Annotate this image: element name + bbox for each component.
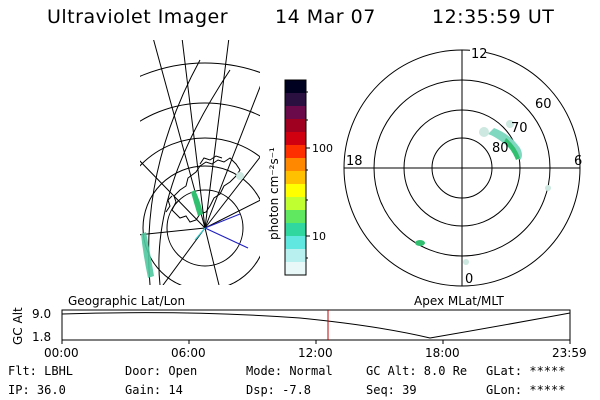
timeline-x-tick: 12:00: [298, 346, 333, 360]
timeline-y-tick: 1.8: [32, 330, 51, 344]
geo-track-line: [204, 213, 241, 229]
polar-label-dusk: 18: [346, 154, 363, 169]
colorbar-segment: [285, 145, 306, 159]
colorbar-segment: [285, 80, 306, 94]
status-gc-alt: GC Alt: 8.0 Re: [366, 364, 468, 378]
colorbar-segment: [285, 93, 306, 107]
colorbar-segment: [285, 262, 306, 276]
timeline-frame: [61, 309, 571, 341]
timeline-y-tick: 9.0: [32, 307, 51, 321]
status-seq: Seq: 39: [366, 383, 417, 397]
geo-lon-line: [140, 40, 206, 229]
polar-aurora-patch: [479, 127, 489, 137]
colorbar-segment: [285, 197, 306, 211]
colorbar-segment: [285, 106, 306, 120]
colorbar-frame: [284, 79, 307, 276]
polar-label-midnight: 0: [465, 272, 473, 287]
timeline-x-tick: 18:00: [425, 346, 460, 360]
polar-aurora-patch: [463, 259, 469, 265]
polar-label-lat-70: 70: [511, 121, 528, 136]
status-mode: Mode: Normal: [246, 364, 333, 378]
colorbar-gradient: [285, 80, 306, 276]
geo-aurora-patch: [236, 172, 244, 180]
status-gain: Gain: 14: [125, 383, 183, 397]
status-glon: GLon: *****: [486, 383, 566, 397]
time-label: 12:35:59 UT: [432, 6, 555, 28]
colorbar-tick-label: 10: [312, 230, 326, 243]
colorbar-segment: [285, 210, 306, 224]
status-door: Door: Open: [125, 364, 198, 378]
polar-aurora-patch: [545, 185, 551, 191]
geo-lat-circle: [140, 62, 260, 285]
colorbar-segment: [285, 119, 306, 133]
colorbar-segment: [285, 171, 306, 185]
colorbar-segment: [285, 236, 306, 250]
geo-lon-line: [204, 169, 260, 229]
colorbar-segment: [285, 158, 306, 172]
status-ip: IP: 36.0: [8, 383, 66, 397]
colorbar-segment: [285, 184, 306, 198]
colorbar-tick-label: 100: [312, 142, 333, 155]
polar-label-lat-80: 80: [492, 141, 509, 156]
status-dsp: Dsp: -7.8: [246, 383, 312, 397]
polar-label-lat-60: 60: [535, 97, 552, 112]
colorbar-segment: [285, 223, 306, 237]
geo-lat-circle: [166, 189, 244, 267]
geo-lon-line: [140, 227, 206, 241]
geo-track-line: [204, 227, 249, 249]
polar-aurora-patch: [506, 120, 514, 128]
polar-aurora-patch: [504, 138, 520, 160]
timeline-x-tick: 06:00: [171, 346, 206, 360]
geo-aurora-patch: [141, 232, 154, 278]
timeline-x-tick: 00:00: [44, 346, 79, 360]
coastline: [165, 195, 173, 213]
geo-lon-curve: [158, 69, 231, 285]
colorbar-segment: [285, 249, 306, 263]
geo-aurora-patch: [191, 190, 203, 216]
gc-alt-curve: [61, 312, 571, 339]
geo-lat-circle: [140, 102, 260, 285]
apex-label: Apex MLat/MLT: [414, 294, 504, 308]
geo-lon-line: [204, 79, 260, 229]
coastline: [199, 155, 223, 165]
status-glat: GLat: *****: [486, 364, 566, 378]
geo-lon-line: [140, 119, 206, 229]
instrument-title: Ultraviolet Imager: [47, 6, 229, 28]
geographic-label: Geographic Lat/Lon: [68, 294, 186, 308]
geo-lon-line: [140, 227, 206, 285]
geo-lon-line: [174, 40, 206, 229]
date-label: 14 Mar 07: [275, 6, 376, 28]
polar-aurora-patch: [415, 240, 425, 246]
colorbar-segment: [285, 132, 306, 146]
geo-track-line: [194, 227, 206, 241]
timeline-y-label: GC Alt: [11, 307, 25, 345]
geo-lon-line: [204, 227, 231, 285]
polar-label-noon: 12: [471, 47, 488, 62]
polar-label-dawn: 6: [574, 154, 582, 169]
geo-lat-circle: [140, 137, 260, 285]
status-flt: Flt: LBHL: [8, 364, 74, 378]
coastline: [171, 157, 241, 223]
geo-lat-circle: [142, 165, 260, 285]
geo-lon-line: [204, 40, 236, 229]
timeline-x-tick: 23:59: [552, 346, 587, 360]
geo-lon-line: [204, 40, 260, 229]
colorbar-unit-label: photon cm⁻²s⁻¹: [267, 147, 281, 240]
